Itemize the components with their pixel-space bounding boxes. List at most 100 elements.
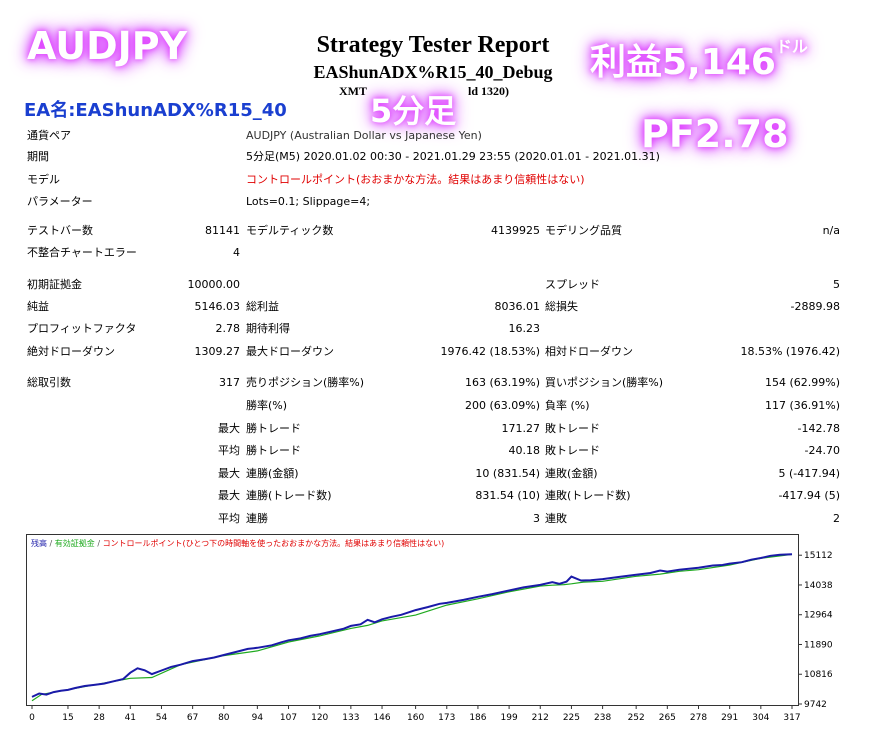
y-axis-ticks: 9742 10816 11890 12964 14038 15112 <box>798 551 833 710</box>
deposit-label: 初期証拠金 <box>27 278 82 291</box>
expected-label: 期待利得 <box>246 322 290 335</box>
max-word-3: 最大 <box>218 489 240 502</box>
overlay-pf: PF2.78 <box>641 112 789 156</box>
x-tick-label: 265 <box>659 713 676 723</box>
params-value: Lots=0.1; Slippage=4; <box>246 195 371 208</box>
x-tick-label: 133 <box>342 713 359 723</box>
x-tick-label: 54 <box>156 713 168 723</box>
long-label: 買いポジション(勝率%) <box>545 376 664 389</box>
legend-balance: 残高 <box>31 538 47 548</box>
gross-profit-value: 8036.01 <box>494 300 541 313</box>
win-label: 勝率(%) <box>246 399 288 412</box>
quality-value: n/a <box>822 224 840 237</box>
mismatch-value: 4 <box>233 246 240 259</box>
x-tick-label: 186 <box>469 713 486 723</box>
win-value: 200 (63.09%) <box>464 399 540 412</box>
gross-loss-value: -2889.98 <box>790 300 840 313</box>
avg-word: 平均 <box>218 444 240 457</box>
bars-value: 81141 <box>205 224 240 237</box>
deposit-value: 10000.00 <box>187 278 241 291</box>
x-tick-label: 107 <box>280 713 297 723</box>
overlay-profit: 利益5,146ドル <box>590 33 808 85</box>
legend-equity: 有効証拠金 <box>55 538 95 548</box>
model-value: コントロールポイント(おおまかな方法。結果はあまり信頼性はない) <box>246 173 585 186</box>
y-tick-label: 14038 <box>804 581 833 591</box>
cons-losses-value: 5 (-417.94) <box>778 467 840 480</box>
overlay-timeframe: 5分足 <box>370 92 457 130</box>
cons-loss-value: -417.94 (5) <box>778 489 840 502</box>
overlay-profit-unit: ドル <box>775 37 808 56</box>
abs-dd-value: 1309.27 <box>194 345 241 358</box>
max-win-label: 勝トレード <box>246 422 301 435</box>
y-tick-label: 9742 <box>804 700 827 710</box>
report-title: Strategy Tester Report <box>316 32 550 58</box>
x-tick-label: 304 <box>752 713 769 723</box>
y-tick-label: 10816 <box>804 670 833 680</box>
cons-wins-label: 連勝(金額) <box>246 467 299 480</box>
cons-profit-label: 連勝(トレード数) <box>246 489 332 502</box>
loss-value: 117 (36.91%) <box>764 399 840 412</box>
overlay-profit-value: 利益5,146 <box>590 42 776 83</box>
avg-cons-losses-label: 連敗 <box>545 512 567 525</box>
x-tick-label: 278 <box>690 713 707 723</box>
trades-label: 総取引数 <box>27 376 71 389</box>
legend-separator: / <box>47 539 55 548</box>
avg-loss-label: 敗トレード <box>545 444 600 457</box>
chart-legend: 残高 / 有効証拠金 / コントロールポイント(ひとつ下の時間軸を使ったおおまか… <box>31 538 444 548</box>
x-tick-label: 212 <box>532 713 549 723</box>
cons-loss-label: 連敗(トレード数) <box>545 489 631 502</box>
gross-profit-label: 総利益 <box>246 300 279 313</box>
legend-note: コントロールポイント(ひとつ下の時間軸を使ったおおまかな方法。結果はあまり信頼性… <box>103 538 445 548</box>
quality-label: モデリング品質 <box>545 224 622 237</box>
y-tick-label: 11890 <box>804 640 833 650</box>
avg-cons-wins-label: 連勝 <box>246 512 268 525</box>
cons-wins-value: 10 (831.54) <box>475 467 540 480</box>
max-win-value: 171.27 <box>501 422 541 435</box>
overlay-pair: AUDJPY <box>27 24 188 68</box>
short-value: 163 (63.19%) <box>464 376 540 389</box>
x-tick-label: 146 <box>373 713 390 723</box>
period-value: 5分足(M5) 2020.01.02 00:30 - 2021.01.29 23… <box>246 150 660 163</box>
y-tick-label: 12964 <box>804 611 833 621</box>
x-tick-label: 67 <box>187 713 198 723</box>
x-axis-ticks: 0 15 28 41 54 67 80 94 107 120 133 146 160 173 186 199 2… <box>29 705 801 723</box>
short-label: 売りポジション(勝率%) <box>246 376 365 389</box>
spread-value: 5 <box>833 278 840 291</box>
avg-word-2: 平均 <box>218 512 240 525</box>
abs-dd-label: 絶対ドローダウン <box>27 345 115 358</box>
cons-profit-value: 831.54 (10) <box>475 489 540 502</box>
mismatch-label: 不整合チャートエラー <box>27 246 137 259</box>
y-tick-label: 15112 <box>804 551 833 561</box>
ticks-value: 4139925 <box>491 224 540 237</box>
pair-label: 通貨ペア <box>27 129 71 142</box>
gross-loss-label: 総損失 <box>545 300 578 313</box>
spread-label: スプレッド <box>545 278 600 291</box>
max-dd-value: 1976.42 (18.53%) <box>440 345 540 358</box>
ticks-label: モデルティック数 <box>246 224 334 237</box>
overlay-ea-name: EA名:EAShunADX%R15_40 <box>24 100 287 121</box>
avg-win-value: 40.18 <box>508 444 541 457</box>
bars-label: テストバー数 <box>27 224 93 237</box>
x-tick-label: 199 <box>501 713 518 723</box>
plot-frame <box>26 534 799 706</box>
x-tick-label: 28 <box>93 713 105 723</box>
x-tick-label: 94 <box>252 713 264 723</box>
net-label: 純益 <box>27 300 49 313</box>
pf-label: プロフィットファクタ <box>27 322 137 335</box>
params-label: パラメーター <box>27 195 93 208</box>
x-tick-label: 291 <box>721 713 738 723</box>
loss-label: 負率 (%) <box>545 399 590 412</box>
x-tick-label: 238 <box>594 713 611 723</box>
avg-cons-losses-value: 2 <box>833 512 840 525</box>
avg-win-label: 勝トレード <box>246 444 301 457</box>
net-value: 5146.03 <box>194 300 241 313</box>
legend-separator-2: / <box>95 539 103 548</box>
x-tick-label: 41 <box>125 713 136 723</box>
x-tick-label: 252 <box>628 713 645 723</box>
x-tick-label: 15 <box>62 713 73 723</box>
x-tick-label: 160 <box>407 713 424 723</box>
avg-cons-wins-value: 3 <box>533 512 540 525</box>
max-loss-value: -142.78 <box>797 422 840 435</box>
trades-value: 317 <box>219 376 240 389</box>
x-tick-label: 173 <box>438 713 455 723</box>
